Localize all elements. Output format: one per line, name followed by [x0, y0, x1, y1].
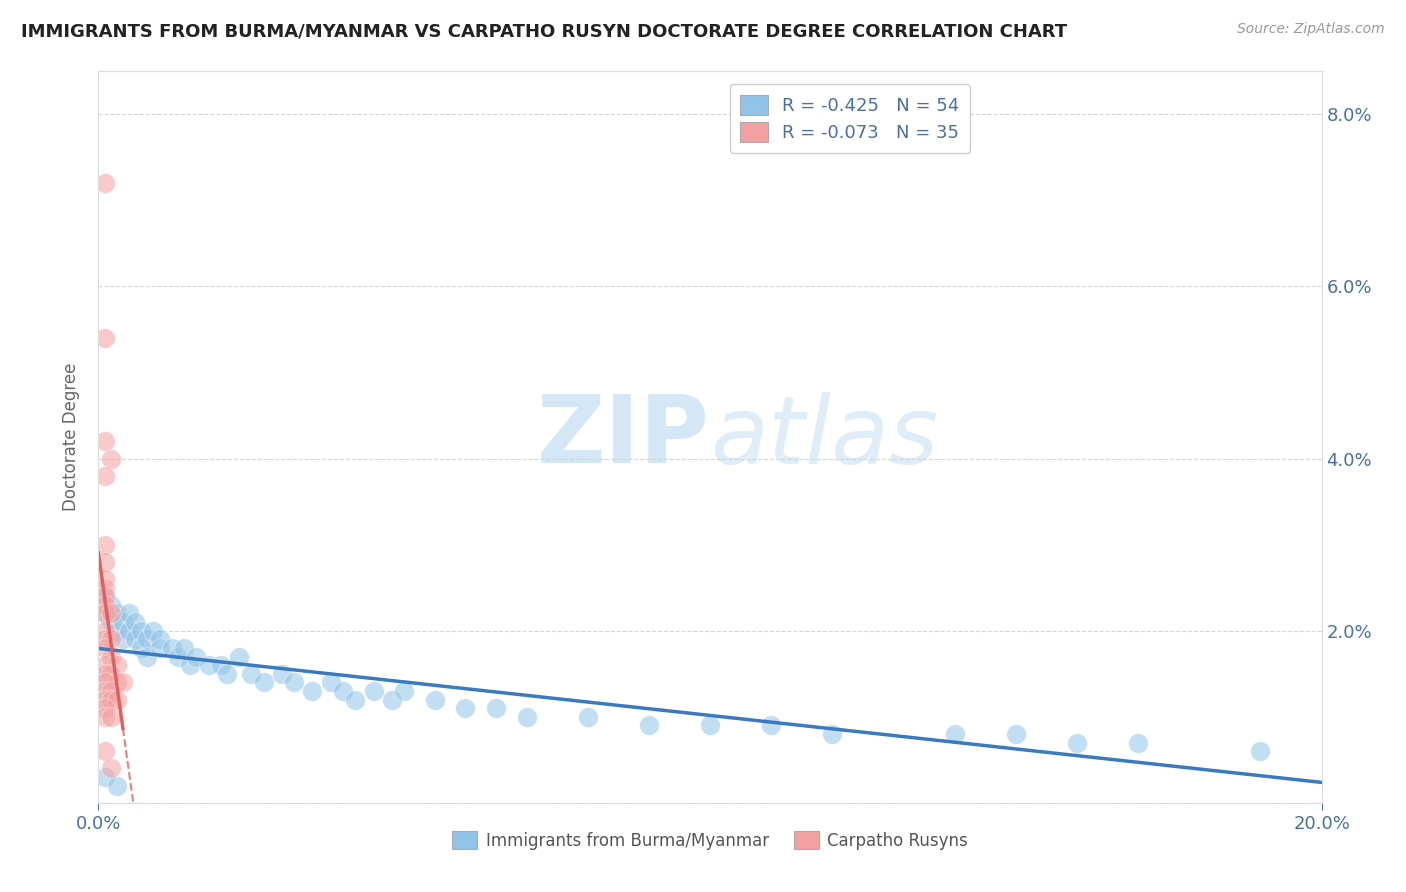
Point [1128, 735, 1150, 749]
Point [332, 684, 354, 698]
Point [93, 581, 115, 595]
Point [100, 649, 122, 664]
Point [516, 710, 538, 724]
Point [149, 632, 172, 647]
Point [100, 451, 122, 466]
Point [93, 598, 115, 612]
Text: atlas: atlas [710, 392, 938, 483]
Point [93, 572, 115, 586]
Point [93, 684, 115, 698]
Point [215, 666, 238, 681]
Point [124, 615, 146, 629]
Point [142, 624, 165, 638]
Point [124, 632, 146, 647]
Point [93, 555, 115, 569]
Point [392, 684, 416, 698]
Point [93, 331, 115, 345]
Point [93, 666, 115, 681]
Point [423, 692, 446, 706]
Point [105, 607, 128, 621]
Point [160, 640, 183, 655]
Point [100, 666, 122, 681]
Legend: Immigrants from Burma/Myanmar, Carpatho Rusyns: Immigrants from Burma/Myanmar, Carpatho … [446, 824, 974, 856]
Y-axis label: Doctorate Degree: Doctorate Degree [62, 363, 80, 511]
Point [186, 649, 208, 664]
Point [93, 701, 115, 715]
Point [1004, 727, 1026, 741]
Point [100, 607, 122, 621]
Point [93, 710, 115, 724]
Point [637, 718, 661, 732]
Point [136, 632, 159, 647]
Point [93, 176, 115, 190]
Point [93, 632, 115, 647]
Point [301, 684, 323, 698]
Point [136, 649, 159, 664]
Text: IMMIGRANTS FROM BURMA/MYANMAR VS CARPATHO RUSYN DOCTORATE DEGREE CORRELATION CHA: IMMIGRANTS FROM BURMA/MYANMAR VS CARPATH… [21, 22, 1067, 40]
Point [100, 761, 122, 775]
Point [363, 684, 385, 698]
Point [381, 692, 404, 706]
Point [93, 675, 115, 690]
Point [93, 589, 115, 603]
Point [93, 607, 115, 621]
Point [118, 624, 141, 638]
Point [105, 779, 128, 793]
Point [167, 649, 190, 664]
Point [105, 692, 128, 706]
Point [93, 770, 115, 784]
Point [576, 710, 599, 724]
Point [100, 692, 122, 706]
Point [93, 589, 115, 603]
Point [485, 701, 508, 715]
Point [93, 658, 115, 673]
Point [93, 538, 115, 552]
Point [100, 598, 122, 612]
Point [111, 632, 134, 647]
Point [100, 710, 122, 724]
Point [93, 744, 115, 758]
Text: ZIP: ZIP [537, 391, 710, 483]
Point [111, 675, 134, 690]
Point [699, 718, 721, 732]
Point [93, 624, 115, 638]
Point [173, 640, 195, 655]
Point [93, 468, 115, 483]
Point [118, 607, 141, 621]
Point [209, 658, 232, 673]
Text: Source: ZipAtlas.com: Source: ZipAtlas.com [1237, 22, 1385, 37]
Point [100, 684, 122, 698]
Point [197, 658, 219, 673]
Point [344, 692, 367, 706]
Point [105, 675, 128, 690]
Point [270, 666, 292, 681]
Point [943, 727, 966, 741]
Point [105, 658, 128, 673]
Point [759, 718, 782, 732]
Point [283, 675, 305, 690]
Point [105, 624, 128, 638]
Point [1066, 735, 1088, 749]
Point [228, 649, 250, 664]
Point [111, 615, 134, 629]
Point [454, 701, 477, 715]
Point [93, 434, 115, 449]
Point [319, 675, 342, 690]
Point [240, 666, 263, 681]
Point [252, 675, 274, 690]
Point [129, 640, 152, 655]
Point [821, 727, 844, 741]
Point [1249, 744, 1271, 758]
Point [149, 640, 172, 655]
Point [93, 607, 115, 621]
Point [100, 615, 122, 629]
Point [93, 692, 115, 706]
Point [129, 624, 152, 638]
Point [93, 640, 115, 655]
Point [179, 658, 201, 673]
Point [100, 632, 122, 647]
